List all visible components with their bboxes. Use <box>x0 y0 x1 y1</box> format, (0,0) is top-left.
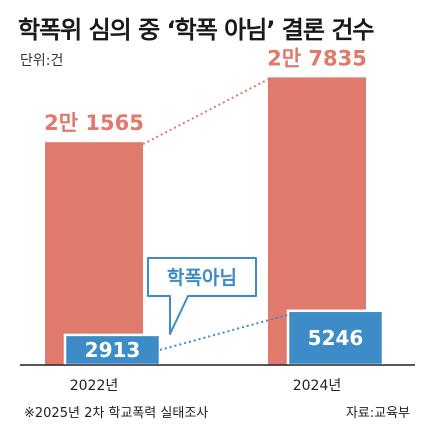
source-label: 자료:교육부 <box>345 406 410 421</box>
x-tick-label-1: 2022년 <box>70 378 119 394</box>
total-connector-line <box>142 78 269 146</box>
sub-bar-2 <box>286 309 385 367</box>
sub-value-label-1: 2913 <box>85 338 141 362</box>
footnote: ※2025년 2차 학교폭력 실태조사 <box>24 406 209 421</box>
unit-label: 단위:건 <box>20 53 64 69</box>
callout-box <box>147 257 257 335</box>
total-value-label-2: 2만 7835 <box>267 46 367 70</box>
total-bar-1 <box>45 142 143 365</box>
callout-label: 학폭아님 <box>167 267 237 289</box>
sub-connector-line <box>159 313 289 351</box>
x-tick-label-2: 2024년 <box>293 378 342 394</box>
total-value-label-1: 2만 1565 <box>44 111 144 135</box>
sub-value-label-2: 5246 <box>308 326 364 350</box>
chart-title: 학폭위 심의 중 ‘학폭 아님’ 결론 건수 <box>18 16 374 44</box>
